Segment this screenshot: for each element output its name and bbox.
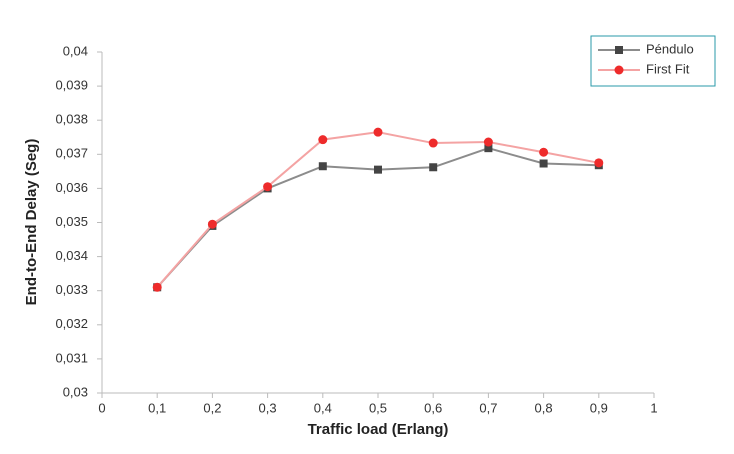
- marker: [374, 165, 382, 174]
- marker: [483, 137, 493, 147]
- x-tick-label: 0,1: [148, 400, 166, 415]
- x-tick-label: 0,9: [590, 400, 608, 415]
- y-tick-label: 0,032: [55, 316, 88, 331]
- y-tick-label: 0,035: [55, 214, 88, 229]
- marker: [539, 159, 548, 168]
- y-axis-title: End-to-End Delay (Seg): [23, 139, 40, 306]
- legend-box: [590, 35, 716, 87]
- marker: [614, 65, 624, 75]
- x-tick-label: 0,6: [424, 400, 442, 415]
- y-tick-label: 0,038: [55, 112, 88, 127]
- y-tick-label: 0,03: [63, 384, 88, 399]
- y-tick-label: 0,039: [55, 78, 88, 93]
- x-tick-label: 0,4: [314, 400, 332, 415]
- legend-label: First Fit: [646, 61, 690, 76]
- marker: [318, 135, 328, 145]
- legend-label: Péndulo: [646, 41, 694, 56]
- marker: [615, 46, 623, 54]
- marker: [428, 138, 438, 148]
- x-tick-label: 1: [650, 400, 657, 415]
- x-tick-label: 0,8: [535, 400, 553, 415]
- marker: [373, 127, 383, 137]
- marker: [152, 282, 162, 292]
- marker: [318, 162, 327, 171]
- marker: [594, 158, 604, 168]
- y-tick-label: 0,037: [55, 146, 88, 161]
- y-tick-label: 0,036: [55, 180, 88, 195]
- x-tick-label: 0,2: [203, 400, 221, 415]
- x-tick-label: 0,5: [369, 400, 387, 415]
- y-tick-label: 0,04: [63, 43, 88, 58]
- series-line: [156, 131, 599, 288]
- y-tick-label: 0,031: [55, 350, 88, 365]
- marker: [263, 182, 273, 192]
- x-tick-label: 0: [98, 400, 105, 415]
- x-axis-title: Traffic load (Erlang): [308, 421, 449, 438]
- y-tick-label: 0,033: [55, 282, 88, 297]
- marker: [539, 147, 549, 157]
- x-tick-label: 0,3: [259, 400, 277, 415]
- marker: [207, 219, 217, 229]
- marker: [429, 163, 438, 172]
- y-tick-label: 0,034: [55, 248, 88, 263]
- marker: [484, 144, 493, 153]
- x-tick-label: 0,7: [479, 400, 497, 415]
